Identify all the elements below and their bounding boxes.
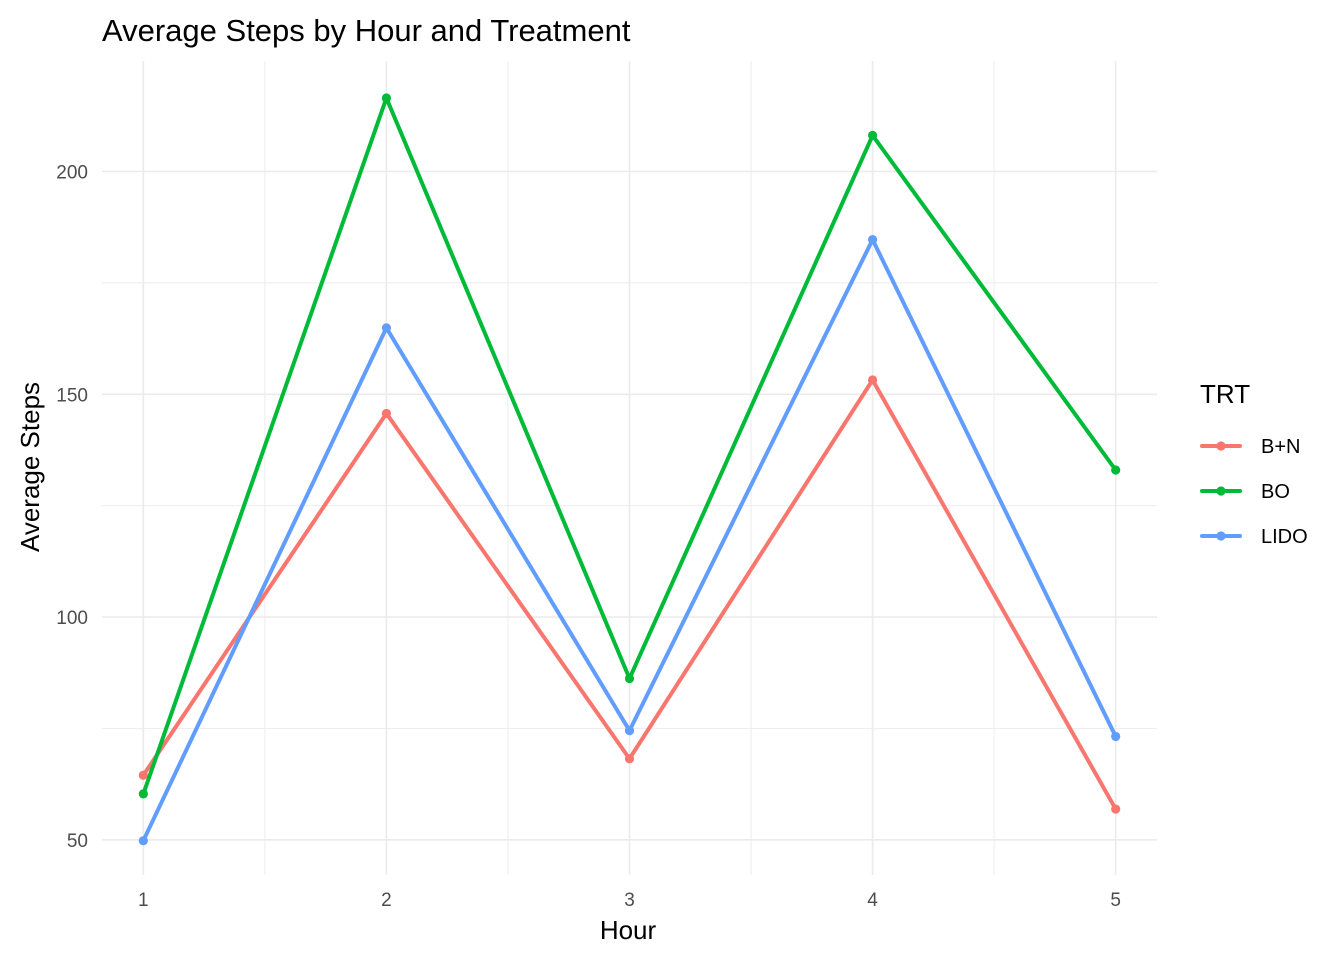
x-tick-label: 2: [381, 890, 392, 911]
series-lido: [138, 235, 1121, 846]
legend-key-point: [1216, 531, 1226, 541]
chart-title: Average Steps by Hour and Treatment: [102, 13, 631, 48]
legend-label: BO: [1261, 481, 1290, 503]
y-axis-ticks: 50 100 150 200: [56, 162, 88, 851]
legend-key-point: [1216, 441, 1226, 451]
data-point: [381, 323, 392, 333]
data-point: [1111, 465, 1121, 475]
legend-label: LIDO: [1261, 526, 1308, 548]
x-tick-label: 1: [138, 890, 149, 911]
series-layer: [138, 93, 1121, 846]
x-axis-title: Hour: [600, 915, 657, 945]
data-point: [867, 235, 878, 245]
y-tick-label: 200: [56, 162, 88, 183]
data-point: [867, 130, 878, 141]
data-point: [624, 673, 635, 684]
y-axis-title: Average Steps: [15, 382, 45, 552]
data-point: [624, 726, 635, 736]
data-point: [1111, 804, 1121, 814]
data-point: [1111, 731, 1121, 742]
legend-item: LIDO: [1200, 526, 1308, 548]
data-point: [381, 93, 392, 103]
data-point: [381, 408, 392, 419]
legend-item: B+N: [1200, 436, 1300, 458]
x-tick-label: 4: [867, 890, 878, 911]
x-tick-label: 5: [1110, 890, 1121, 911]
legend: TRT B+N BO LIDO: [1200, 379, 1308, 548]
legend-label: B+N: [1261, 436, 1300, 458]
series-b-n: [138, 375, 1121, 814]
data-point: [138, 836, 148, 846]
data-point: [624, 754, 635, 764]
legend-items: B+N BO LIDO: [1200, 436, 1308, 548]
y-tick-label: 100: [56, 608, 88, 629]
data-point: [138, 789, 148, 799]
data-point: [138, 770, 148, 780]
legend-key-point: [1216, 486, 1226, 496]
legend-title: TRT: [1200, 379, 1250, 409]
y-tick-label: 150: [56, 385, 88, 406]
plot-grid: [102, 61, 1157, 875]
series-bo: [138, 93, 1121, 799]
data-point: [867, 375, 878, 385]
x-axis-ticks: 1 2 3 4 5: [138, 890, 1121, 911]
legend-item: BO: [1200, 481, 1290, 503]
y-tick-label: 50: [67, 831, 88, 852]
x-tick-label: 3: [624, 890, 635, 911]
